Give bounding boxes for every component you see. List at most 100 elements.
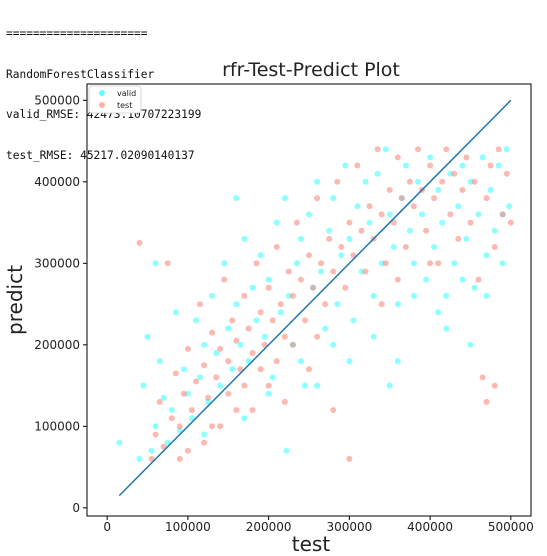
point-test-5	[164, 260, 171, 267]
point-valid-0	[116, 439, 123, 446]
point-test-34	[281, 333, 288, 340]
point-test-28	[257, 309, 264, 316]
point-test-25	[245, 325, 252, 332]
y-tick-label-2: 200000	[34, 338, 80, 352]
point-valid-36	[277, 309, 284, 316]
point-valid-94	[283, 447, 290, 454]
point-test-15	[205, 394, 212, 401]
point-valid-46	[318, 268, 325, 275]
point-valid-41	[297, 235, 304, 242]
point-test-8	[176, 423, 183, 430]
points-layer	[116, 146, 514, 462]
point-test-26	[249, 350, 256, 356]
point-test-96	[249, 407, 256, 413]
point-test-65	[406, 178, 413, 185]
point-valid-17	[201, 341, 208, 348]
point-valid-82	[463, 235, 470, 242]
point-valid-79	[451, 260, 458, 267]
point-test-86	[491, 244, 498, 250]
point-valid-15	[193, 317, 199, 324]
point-valid-77	[443, 292, 450, 299]
point-valid-86	[479, 154, 486, 161]
legend-marker-valid	[99, 90, 105, 96]
point-valid-73	[427, 154, 434, 161]
point-valid-47	[322, 325, 329, 332]
point-valid-98	[386, 382, 393, 389]
point-valid-87	[483, 252, 490, 259]
point-test-29	[261, 341, 268, 348]
point-valid-112	[483, 292, 490, 299]
point-test-57	[374, 146, 381, 153]
y-tick-label-3: 300000	[34, 256, 80, 270]
point-test-1	[148, 455, 155, 462]
point-test-78	[459, 187, 466, 193]
point-test-83	[479, 374, 486, 381]
point-valid-97	[346, 358, 353, 365]
point-valid-76	[439, 219, 446, 226]
point-test-75	[447, 211, 454, 218]
point-valid-19	[209, 292, 216, 299]
point-test-94	[330, 407, 337, 413]
point-valid-16	[197, 374, 203, 381]
point-valid-65	[394, 301, 401, 308]
legend-label-test: test	[117, 101, 132, 110]
point-test-112	[394, 276, 401, 283]
point-test-111	[378, 301, 385, 308]
point-valid-69	[410, 260, 417, 267]
point-test-63	[398, 195, 405, 202]
point-test-104	[225, 390, 232, 397]
point-test-82	[475, 276, 482, 283]
point-valid-107	[370, 333, 377, 340]
point-test-33	[277, 301, 284, 308]
point-valid-14	[188, 415, 195, 422]
point-valid-68	[406, 227, 413, 234]
x-tick-label-5: 500000	[488, 520, 534, 534]
point-test-22	[233, 337, 240, 344]
point-valid-30	[253, 317, 260, 324]
point-valid-90	[495, 162, 502, 169]
point-test-60	[386, 187, 393, 193]
point-test-13	[197, 301, 203, 308]
point-valid-91	[499, 260, 506, 267]
point-valid-40	[293, 260, 300, 267]
point-valid-70	[415, 178, 421, 185]
point-test-87	[495, 146, 502, 153]
console-model-name: RandomForestClassifier	[6, 67, 155, 81]
point-test-85	[487, 162, 494, 169]
point-test-92	[491, 382, 498, 389]
point-test-80	[467, 219, 474, 226]
point-valid-110	[435, 309, 442, 316]
point-test-62	[394, 154, 401, 161]
point-test-47	[334, 178, 341, 185]
point-test-58	[378, 211, 385, 218]
point-test-110	[314, 333, 321, 340]
point-valid-64	[390, 244, 397, 250]
point-test-18	[217, 345, 224, 352]
point-test-99	[217, 423, 224, 430]
point-test-113	[427, 260, 434, 267]
point-test-24	[241, 292, 248, 299]
point-valid-34	[269, 374, 276, 381]
point-valid-29	[249, 284, 256, 291]
point-test-102	[176, 455, 183, 462]
point-test-30	[265, 284, 272, 291]
x-tick-label-4: 400000	[407, 520, 453, 534]
point-test-41	[310, 284, 316, 291]
point-valid-57	[362, 178, 369, 185]
point-valid-108	[394, 358, 401, 365]
point-test-103	[209, 423, 216, 430]
x-tick-label-3: 300000	[326, 520, 372, 534]
point-test-12	[193, 378, 199, 385]
point-valid-20	[213, 350, 220, 356]
point-test-72	[435, 260, 442, 267]
point-valid-4	[148, 447, 155, 454]
point-test-7	[172, 370, 179, 377]
point-valid-71	[419, 211, 425, 218]
point-valid-101	[201, 431, 208, 438]
point-test-10	[184, 345, 191, 352]
point-test-100	[201, 439, 208, 446]
point-valid-104	[297, 358, 304, 365]
point-test-76	[451, 170, 458, 177]
point-valid-10	[172, 309, 179, 316]
